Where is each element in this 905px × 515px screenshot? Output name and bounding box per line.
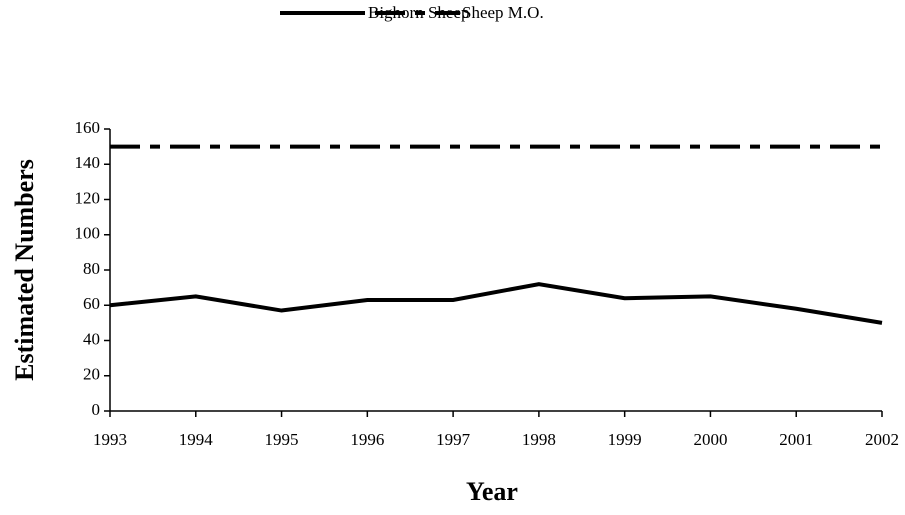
x-tick-label: 1999 [608,430,642,449]
x-tick-label: 1993 [93,430,127,449]
x-tick-label: 1997 [436,430,471,449]
series-line [109,282,883,325]
y-tick-label: 40 [83,329,100,348]
x-tick-label: 2001 [779,430,813,449]
y-tick-label: 160 [75,118,101,137]
legend-label: Sheep M.O. [462,3,544,22]
x-tick-label: 1995 [265,430,299,449]
y-tick-label: 100 [75,224,101,243]
x-tick-label: 2002 [865,430,899,449]
x-tick-label: 1998 [522,430,556,449]
x-axis-title: Year [466,477,518,506]
y-tick-label: 20 [83,365,100,384]
y-tick-label: 0 [92,400,101,419]
x-tick-label: 1994 [179,430,214,449]
y-axis-title: Estimated Numbers [10,159,39,381]
x-tick-label: 2000 [693,430,727,449]
y-tick-label: 80 [83,259,100,278]
y-tick-label: 60 [83,294,100,313]
x-tick-label: 1996 [350,430,384,449]
y-tick-label: 120 [75,188,101,207]
y-tick-label: 140 [75,153,101,172]
